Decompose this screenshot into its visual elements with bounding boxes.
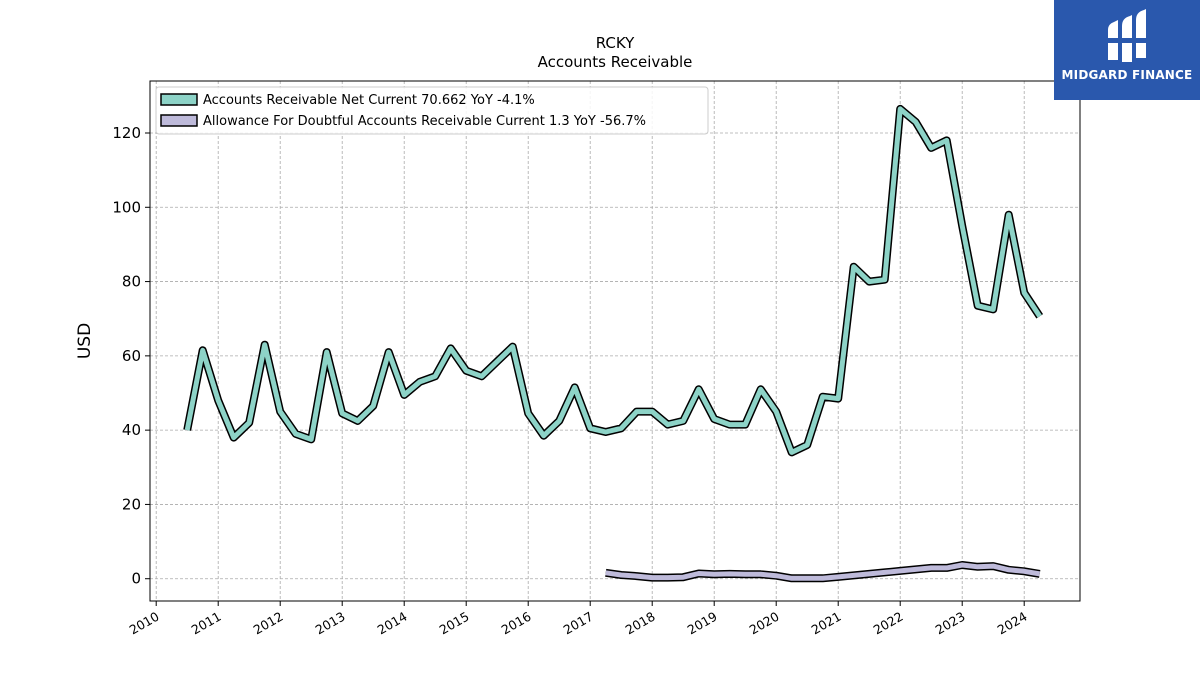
legend-swatch-series-2 — [160, 114, 198, 127]
x-tick-label: 2020 — [747, 609, 782, 638]
legend-swatch-series-1 — [160, 93, 198, 106]
legend-entry-series-1: Accounts Receivable Net Current 70.662 Y… — [203, 93, 535, 108]
grid — [150, 81, 1080, 601]
x-tick-label: 2018 — [623, 609, 658, 638]
plot-frame — [149, 80, 1081, 602]
x-tick-label: 2014 — [375, 609, 410, 638]
chart-subtitle: Accounts Receivable — [538, 53, 693, 71]
legend-box — [155, 86, 709, 135]
x-tick-label: 2017 — [561, 609, 596, 638]
x-tick-label: 2021 — [809, 609, 844, 638]
y-axis-label: USD — [75, 323, 95, 359]
series-line-2 — [605, 562, 1041, 581]
y-tick-label: 80 — [122, 273, 141, 291]
y-tick-label: 20 — [122, 495, 141, 513]
x-tick-label: 2016 — [499, 609, 534, 638]
x-tick-label: 2013 — [313, 609, 348, 638]
y-tick-label: 0 — [131, 570, 141, 588]
x-tick-label: 2011 — [189, 609, 224, 638]
x-ticks: 2010 2011 2012 2013 2014 2015 2016 2017 2018 2019… — [127, 601, 1030, 638]
legend-entry-series-2: Allowance For Doubtful Accounts Receivab… — [203, 114, 646, 129]
y-tick-label: 100 — [112, 198, 141, 216]
series-line-1 — [184, 106, 1042, 455]
x-tick-label: 2019 — [685, 609, 720, 638]
y-ticks: 0 20 40 60 80 100 120 — [112, 124, 150, 588]
x-tick-label: 2015 — [437, 609, 472, 638]
x-tick-label: 2012 — [251, 609, 286, 638]
midgard-finance-logo: MIDGARD FINANCE — [1054, 0, 1200, 100]
plot-area — [150, 81, 1080, 601]
series-layer — [183, 104, 1044, 583]
logo-text: MIDGARD FINANCE — [1061, 68, 1193, 82]
y-tick-label: 40 — [122, 421, 141, 439]
x-tick-label: 2024 — [995, 609, 1030, 638]
x-tick-label: 2022 — [871, 609, 906, 638]
legend: Accounts Receivable Net Current 70.662 Y… — [155, 86, 709, 135]
x-tick-label: 2010 — [127, 609, 162, 638]
y-tick-label: 120 — [112, 124, 141, 142]
x-tick-label: 2023 — [933, 609, 968, 638]
y-tick-label: 60 — [122, 347, 141, 365]
chart-title: RCKY — [596, 34, 635, 52]
midgard-logo-icon — [1106, 9, 1148, 62]
